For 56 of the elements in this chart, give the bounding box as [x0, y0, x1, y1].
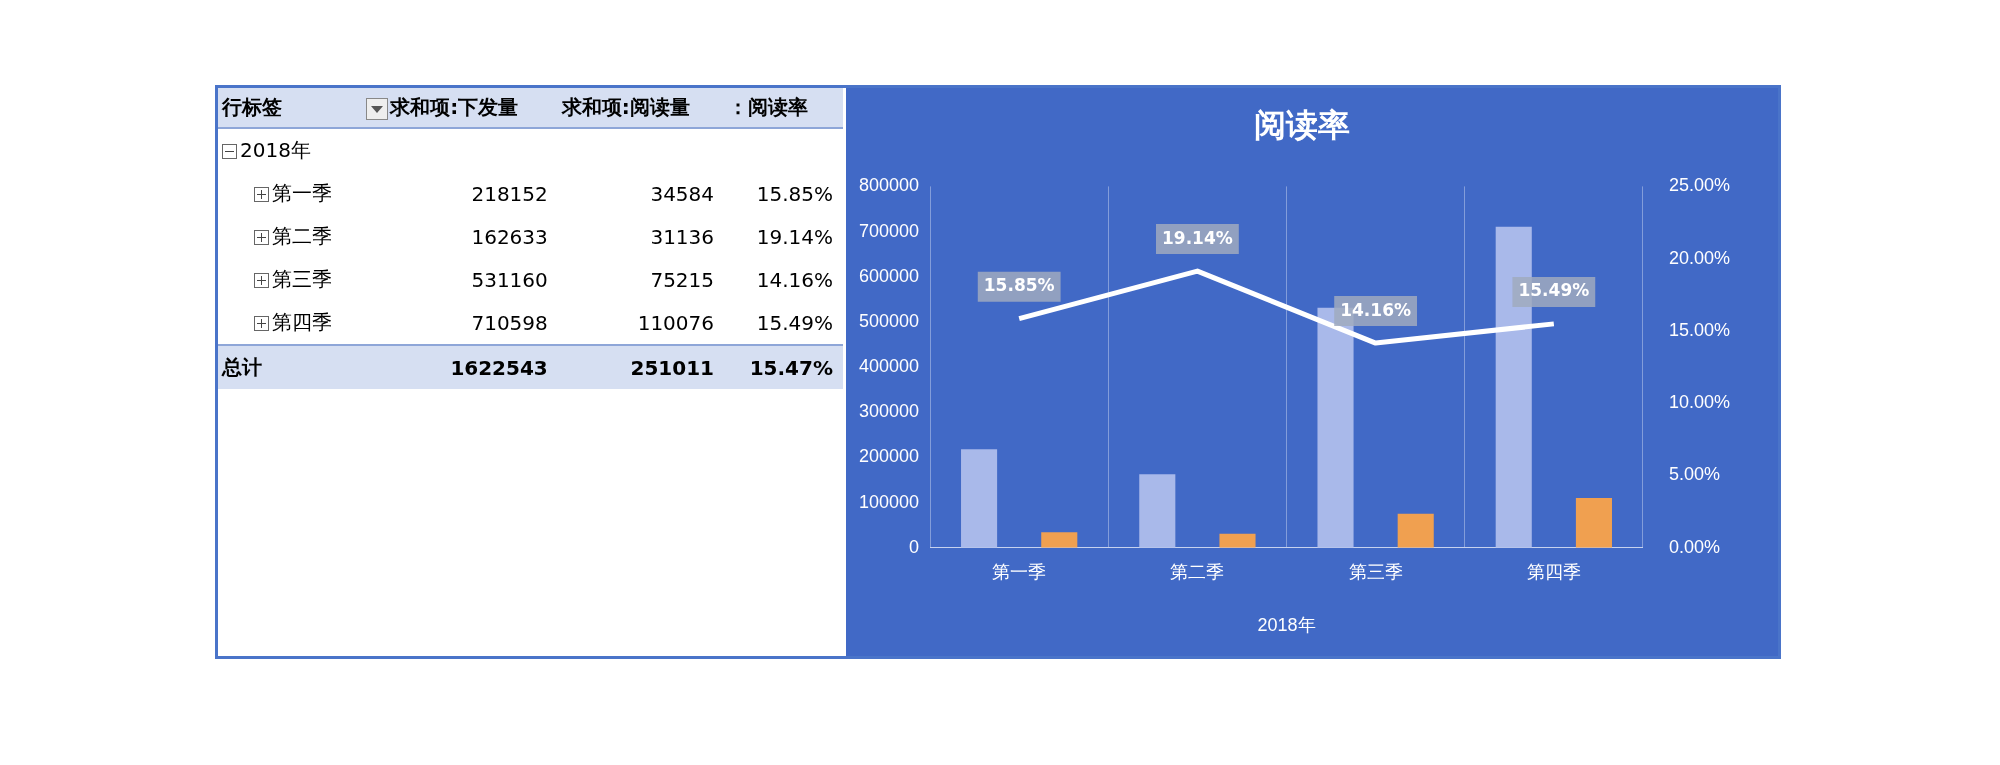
data-label: 15.49%: [1518, 280, 1590, 301]
bar: [1397, 513, 1434, 548]
y2-tick-label: 5.00%: [1668, 464, 1720, 485]
text: ：阅读率: [724, 88, 843, 128]
data-label: 75215: [649, 266, 716, 294]
x-tick-label: 第二季: [1170, 561, 1225, 582]
bar: [961, 449, 998, 548]
data-label: 19.14%: [755, 223, 834, 251]
y2-tick-label: 20.00%: [1668, 247, 1731, 268]
data-label: 14.16%: [1340, 299, 1412, 320]
x-tick-label: 第一季: [992, 561, 1047, 582]
y-tick-label: 800000: [858, 175, 920, 196]
x-tick-label: 第四季: [1526, 561, 1581, 582]
y-tick-label: 300000: [858, 401, 920, 422]
text: 求和项:阅读量: [557, 88, 725, 128]
x-tick-label: 第三季: [1348, 561, 1403, 582]
legend-title: 行标签: [218, 88, 363, 128]
category-label: 第三季: [271, 266, 333, 293]
x-axis-title: 2018年: [1257, 615, 1316, 636]
bar: [1139, 474, 1176, 548]
data-label: 31136: [649, 223, 716, 251]
y2-tick-label: 10.00%: [1668, 392, 1731, 413]
data-label: 1622543: [362, 345, 558, 389]
y-tick-label: 500000: [858, 310, 920, 331]
bar: [1041, 532, 1078, 548]
data-label: 15.47%: [724, 345, 843, 389]
y2-tick-label: 0.00%: [1668, 536, 1720, 557]
category-label: 总计: [218, 345, 363, 389]
bar: [1219, 533, 1256, 548]
y-tick-label: 100000: [858, 491, 920, 512]
data-label: 15.49%: [755, 309, 834, 337]
data-label: 531160: [470, 266, 549, 294]
y2-tick-label: 15.00%: [1668, 319, 1731, 340]
bar: [1575, 498, 1612, 548]
chart-title: 阅读率: [1254, 105, 1350, 144]
data-label: 19.14%: [1161, 227, 1233, 248]
y-tick-label: 400000: [858, 356, 920, 377]
y2-tick-label: 25.00%: [1668, 175, 1731, 196]
data-label: 251011: [557, 345, 725, 389]
data-label: 15.85%: [755, 180, 834, 208]
data-label: 15.85%: [983, 275, 1055, 296]
y-tick-label: 0: [909, 536, 920, 557]
category-label: 第二季: [271, 223, 333, 250]
data-label: 162633: [470, 223, 549, 251]
category-label: 第一季: [271, 180, 333, 207]
data-label: 14.16%: [755, 266, 834, 294]
category-label: 2018年: [239, 137, 312, 164]
y-tick-label: 700000: [858, 220, 920, 241]
category-label: 第四季: [271, 309, 333, 336]
data-label: 34584: [649, 180, 716, 208]
text: 求和项:下发量: [362, 88, 558, 128]
data-label: 110076: [636, 309, 716, 337]
data-label: 218152: [470, 180, 549, 208]
data-label: 710598: [470, 309, 549, 337]
y-tick-label: 600000: [858, 265, 920, 286]
y-tick-label: 200000: [858, 446, 920, 467]
